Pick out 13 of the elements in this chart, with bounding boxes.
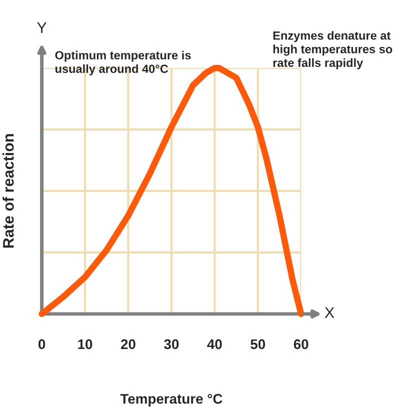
text: X [324,307,334,318]
x-tick-label: 50 [250,339,266,350]
x-tick-label: 40 [207,339,222,350]
x-tick-label: 0 [38,339,46,350]
text: Y [37,22,47,33]
x-tick-label: 60 [294,339,308,350]
y-axis-title: Rate of reaction [2,134,14,248]
x-tick-label: 30 [164,339,179,350]
x-tick-label: 10 [78,339,92,350]
x-tick-label: 20 [120,339,136,350]
x-axis-title: Temperature °C [120,394,222,407]
annotation: Enzymes denature at high temperatures so rate falls rapidly [273,31,392,70]
annotation: Optimum temperature is usually around 40°C [55,50,191,76]
